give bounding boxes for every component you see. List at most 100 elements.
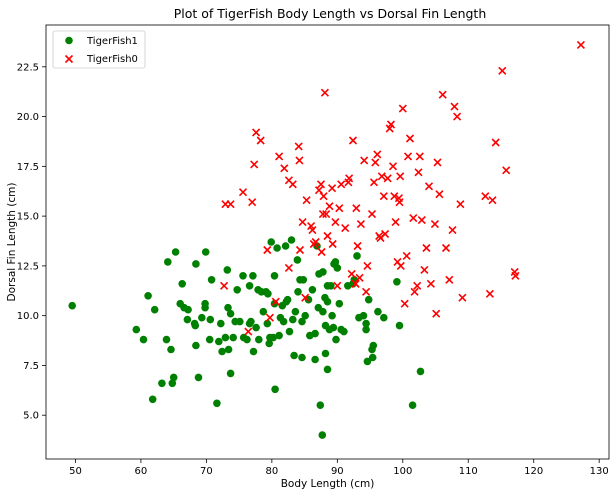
data-point-tigerfish1 xyxy=(363,357,372,366)
data-point-tigerfish0 xyxy=(456,200,465,209)
x-tick-label: 50 xyxy=(69,466,82,477)
data-point-tigerfish0 xyxy=(220,281,229,290)
data-point-tigerfish0 xyxy=(248,198,257,207)
data-point-tigerfish1 xyxy=(362,319,370,328)
data-point-tigerfish1 xyxy=(236,317,244,326)
plot-area xyxy=(46,25,609,459)
data-point-tigerfish1 xyxy=(218,347,226,356)
data-point-tigerfish0 xyxy=(424,182,434,191)
data-point-tigerfish1 xyxy=(323,365,332,374)
data-point-tigerfish1 xyxy=(393,278,401,286)
data-point-tigerfish1 xyxy=(178,280,186,288)
data-point-tigerfish1 xyxy=(299,276,308,284)
data-point-tigerfish1 xyxy=(167,345,175,354)
y-tick-label: 20.0 xyxy=(17,112,39,123)
data-point-tigerfish1 xyxy=(285,327,294,336)
data-point-tigerfish1 xyxy=(267,238,276,246)
data-point-tigerfish1 xyxy=(298,317,306,326)
data-point-tigerfish1 xyxy=(308,286,317,294)
data-point-tigerfish0 xyxy=(360,156,369,165)
data-point-tigerfish1 xyxy=(369,341,378,350)
data-point-tigerfish1 xyxy=(233,286,241,294)
data-point-tigerfish1 xyxy=(263,319,272,328)
data-point-tigerfish1 xyxy=(287,236,296,244)
data-point-tigerfish0 xyxy=(320,88,329,97)
data-point-tigerfish1 xyxy=(380,313,388,322)
data-point-tigerfish0 xyxy=(414,168,423,177)
y-tick-label: 7.5 xyxy=(23,361,39,372)
data-point-tigerfish0 xyxy=(488,196,497,205)
data-point-tigerfish1 xyxy=(139,335,148,344)
data-point-tigerfish0 xyxy=(284,263,293,272)
data-point-tigerfish0 xyxy=(379,192,388,201)
data-point-tigerfish0 xyxy=(386,120,396,129)
data-point-tigerfish0 xyxy=(453,112,462,121)
y-tick-label: 17.5 xyxy=(17,162,39,173)
data-point-tigerfish1 xyxy=(206,315,215,324)
data-point-tigerfish1 xyxy=(247,317,255,326)
data-point-tigerfish0 xyxy=(294,142,303,151)
data-point-tigerfish0 xyxy=(576,40,585,49)
data-point-tigerfish1 xyxy=(194,373,203,382)
data-point-tigerfish1 xyxy=(331,258,340,266)
data-point-tigerfish1 xyxy=(395,321,404,330)
data-point-tigerfish0 xyxy=(353,241,362,251)
data-point-tigerfish0 xyxy=(323,231,332,241)
data-point-tigerfish0 xyxy=(377,172,386,181)
data-point-tigerfish0 xyxy=(481,192,490,201)
data-point-tigerfish0 xyxy=(328,239,337,249)
data-point-tigerfish1 xyxy=(224,345,233,354)
data-point-tigerfish1 xyxy=(162,335,171,344)
data-point-tigerfish1 xyxy=(319,307,327,316)
data-point-tigerfish1 xyxy=(335,299,344,308)
data-point-tigerfish0 xyxy=(335,204,344,213)
data-point-tigerfish0 xyxy=(448,226,457,235)
data-point-tigerfish1 xyxy=(311,329,319,338)
x-tick-label: 90 xyxy=(331,466,344,477)
y-tick-label: 12.5 xyxy=(17,261,39,272)
data-point-tigerfish0 xyxy=(355,273,364,282)
data-point-tigerfish0 xyxy=(244,327,253,336)
data-point-tigerfish0 xyxy=(351,279,360,288)
data-point-tigerfish1 xyxy=(332,335,340,344)
data-point-tigerfish0 xyxy=(337,180,346,189)
data-point-tigerfish1 xyxy=(198,313,206,322)
data-point-tigerfish1 xyxy=(283,295,292,304)
data-point-tigerfish0 xyxy=(413,281,422,290)
data-point-tigerfish1 xyxy=(362,325,370,334)
data-point-tigerfish1 xyxy=(329,323,338,332)
data-point-tigerfish0 xyxy=(265,313,274,322)
legend-label-tigerfish0: TigerFish0 xyxy=(86,54,138,65)
data-point-tigerfish1 xyxy=(226,309,235,318)
data-point-tigerfish0 xyxy=(226,200,235,209)
data-point-tigerfish0 xyxy=(367,210,377,219)
data-point-tigerfish1 xyxy=(192,341,200,350)
data-point-tigerfish1 xyxy=(68,301,76,310)
data-point-tigerfish0 xyxy=(341,224,350,233)
data-point-tigerfish1 xyxy=(243,335,251,344)
data-point-tigerfish1 xyxy=(221,333,230,342)
data-point-tigerfish0 xyxy=(485,289,494,298)
data-point-tigerfish1 xyxy=(275,331,283,340)
data-point-tigerfish1 xyxy=(223,266,232,274)
data-point-tigerfish1 xyxy=(192,260,200,268)
data-point-tigerfish1 xyxy=(294,288,302,296)
data-point-tigerfish0 xyxy=(420,265,429,274)
data-point-tigerfish1 xyxy=(269,333,278,342)
data-point-tigerfish1 xyxy=(158,379,166,388)
data-point-tigerfish1 xyxy=(239,272,247,280)
data-point-tigerfish0 xyxy=(331,218,340,227)
data-point-tigerfish0 xyxy=(333,281,342,290)
data-point-tigerfish0 xyxy=(363,261,372,270)
data-point-tigerfish0 xyxy=(400,299,409,308)
data-point-tigerfish0 xyxy=(395,198,404,207)
data-point-tigerfish0 xyxy=(371,158,380,167)
data-point-tigerfish0 xyxy=(328,184,337,193)
data-point-tigerfish1 xyxy=(368,353,377,362)
data-point-tigerfish1 xyxy=(217,319,225,328)
data-point-tigerfish0 xyxy=(311,237,320,247)
data-point-tigerfish1 xyxy=(291,307,300,316)
data-point-tigerfish1 xyxy=(270,272,279,280)
data-point-tigerfish1 xyxy=(298,353,306,362)
data-point-tigerfish0 xyxy=(301,293,310,302)
